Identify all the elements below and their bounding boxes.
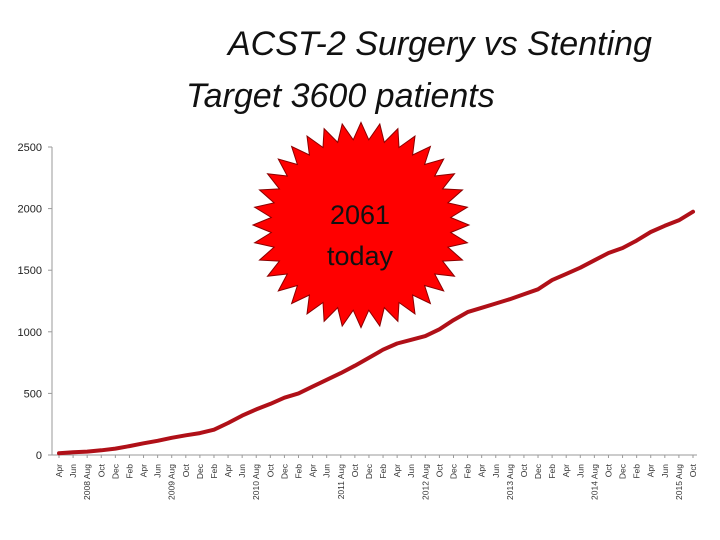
x-tick-label: Oct: [688, 463, 698, 477]
callout-count: 2061: [330, 200, 390, 230]
x-tick-label: Dec: [279, 463, 289, 479]
title-line-2: Target 3600 patients: [186, 77, 495, 115]
series-line: [57, 209, 695, 456]
x-tick-label: Dec: [364, 463, 374, 479]
starburst-shape: [251, 121, 471, 329]
x-tick-label: 2010 Aug: [251, 464, 261, 500]
y-tick-label: 2500: [18, 142, 42, 154]
x-tick-label: Dec: [110, 463, 120, 479]
x-tick-label: 2015 Aug: [674, 464, 684, 500]
x-tick-label: Oct: [350, 463, 360, 477]
x-tick-label: Apr: [477, 464, 487, 477]
x-tick-label: Apr: [54, 464, 64, 477]
y-tick-label: 500: [24, 388, 42, 400]
x-tick-label: 2013 Aug: [505, 464, 515, 500]
title-line-1: ACST-2 Surgery vs Stenting: [228, 25, 652, 63]
x-tick-label: 2011 Aug: [336, 464, 346, 500]
x-tick-label: Jun: [322, 464, 332, 478]
x-tick-label: Jun: [660, 464, 670, 478]
x-tick-label: Apr: [646, 464, 656, 477]
x-tick-label: Oct: [181, 463, 191, 477]
x-tick-label: Oct: [434, 463, 444, 477]
x-tick-label: Apr: [308, 464, 318, 477]
x-tick-label: Dec: [533, 463, 543, 479]
y-tick-label: 1000: [18, 327, 42, 339]
y-tick-label: 1500: [18, 265, 42, 277]
x-tick-label: Feb: [124, 464, 134, 479]
x-tick-label: Feb: [209, 464, 219, 479]
x-tick-label: 2008 Aug: [82, 464, 92, 500]
x-tick-label: Jun: [406, 464, 416, 478]
x-tick-label: Jun: [237, 464, 247, 478]
x-tick-label: Feb: [632, 464, 642, 479]
x-tick-label: Oct: [265, 463, 275, 477]
x-tick-label: Dec: [448, 463, 458, 479]
x-tick-label: Oct: [603, 463, 613, 477]
x-tick-label: Apr: [139, 464, 149, 477]
x-tick-label: Jun: [68, 464, 78, 478]
y-tick-label: 2000: [18, 204, 42, 216]
series-layer: [57, 209, 695, 456]
x-tick-label: Oct: [96, 463, 106, 477]
y-axis: 0 500 1000 1500 2000 2500: [18, 142, 53, 462]
x-tick-label: Feb: [378, 464, 388, 479]
x-tick-label: 2009 Aug: [167, 464, 177, 500]
x-tick-label: 2012 Aug: [420, 464, 430, 500]
y-tick-label: 0: [36, 450, 42, 462]
x-tick-label: Jun: [491, 464, 501, 478]
callout-today: today: [327, 241, 394, 271]
x-tick-label: Apr: [392, 464, 402, 477]
x-tick-label: Apr: [223, 464, 233, 477]
x-tick-label: Feb: [294, 464, 304, 479]
starburst-callout: 2061 today: [251, 121, 471, 329]
x-tick-label: Oct: [519, 463, 529, 477]
x-axis: Apr Jun 2008 Aug Oct Dec Feb Apr Jun 2009 Aug Oct…: [52, 454, 698, 500]
x-tick-label: Dec: [618, 463, 628, 479]
x-tick-label: Dec: [195, 463, 205, 479]
x-tick-label: Feb: [463, 464, 473, 479]
x-tick-label: Apr: [561, 464, 571, 477]
x-tick-label: Jun: [153, 464, 163, 478]
x-tick-label: Feb: [547, 464, 557, 479]
x-tick-label: 2014 Aug: [589, 464, 599, 500]
x-tick-label: Jun: [575, 464, 585, 478]
